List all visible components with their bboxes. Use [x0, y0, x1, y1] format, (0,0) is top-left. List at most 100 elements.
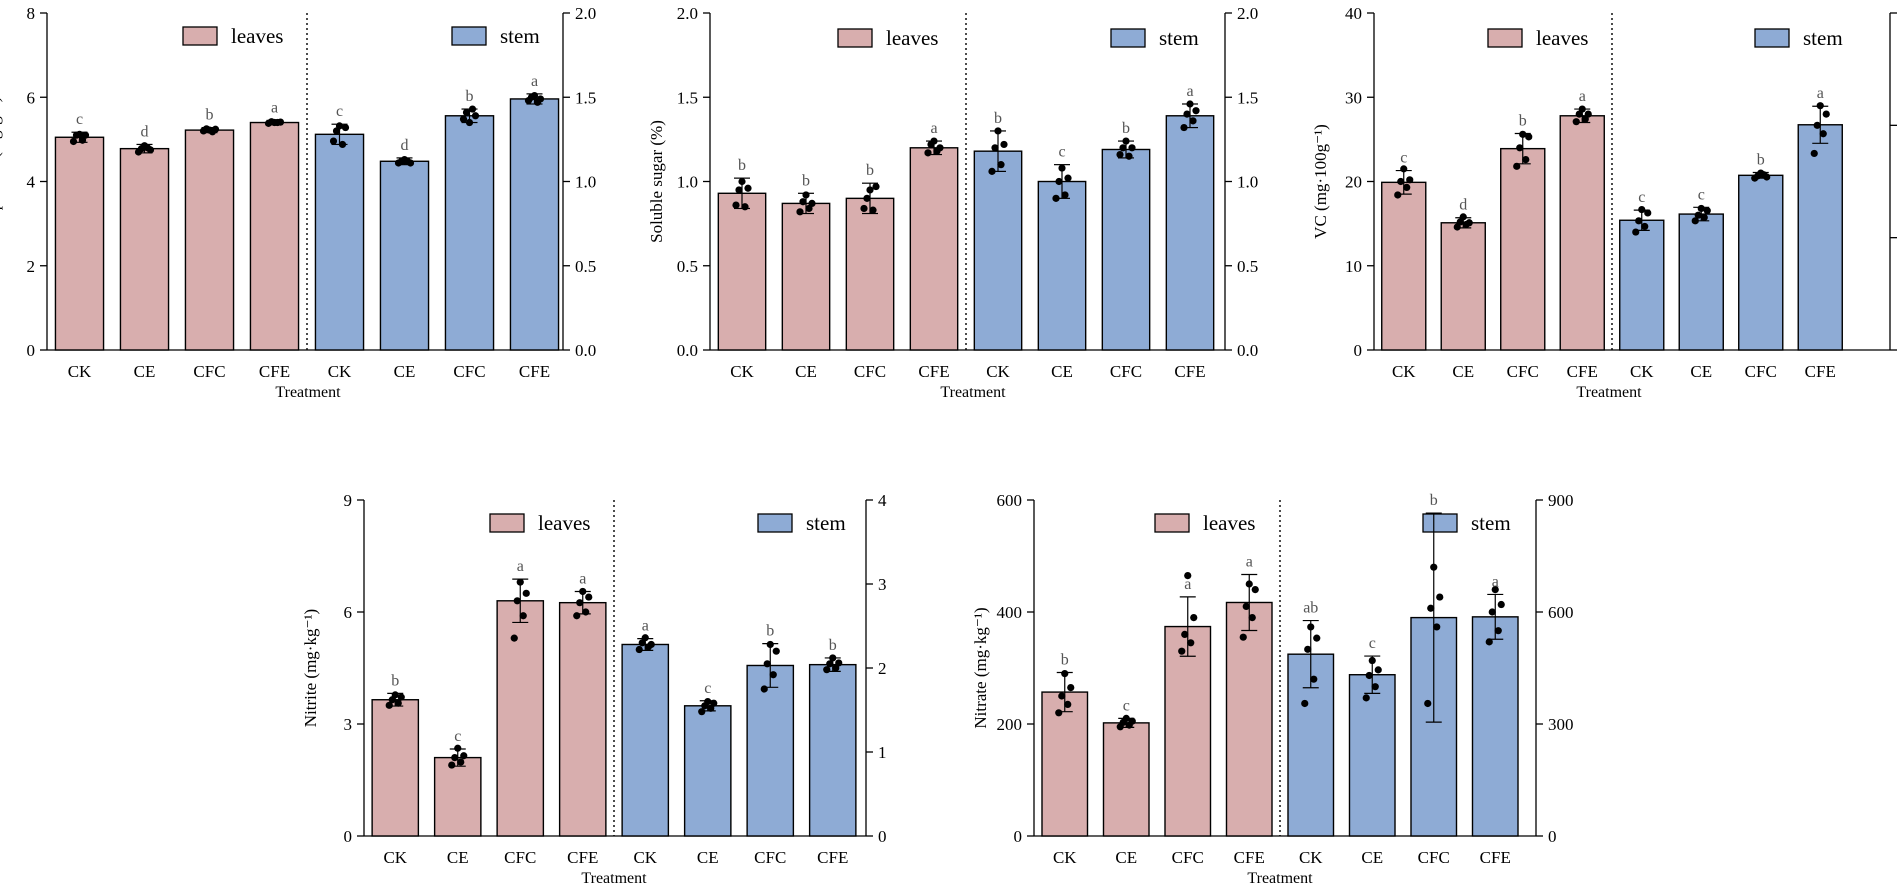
chart-panel-4: 0 3 6 9 0 1 2 3 4 Nitrite (mg·kg⁻¹) leaves stem b CK c… — [301, 491, 887, 887]
data-point — [1301, 699, 1309, 708]
category-label: CFC — [1745, 362, 1777, 381]
category-label: CFE — [519, 362, 550, 381]
data-point — [471, 112, 480, 120]
category-label: CFE — [817, 848, 848, 867]
data-point — [863, 194, 871, 202]
bar-leaves-CK — [1381, 181, 1427, 351]
right-tick-label: 2.0 — [575, 4, 596, 23]
data-point — [1061, 191, 1069, 199]
data-point — [1513, 162, 1521, 170]
bar-leaves-CFE — [909, 147, 959, 351]
category-label: CFC — [193, 362, 225, 381]
significance-letter: b — [802, 172, 810, 189]
bar-stem-CK — [314, 133, 365, 351]
data-point — [341, 123, 350, 132]
category-label: CK — [68, 362, 92, 381]
legend-label-leaves: leaves — [1203, 511, 1255, 535]
data-point — [585, 593, 593, 601]
left-tick-label: 0 — [1354, 341, 1363, 360]
bar-leaves-CFE — [1225, 601, 1273, 837]
data-point — [1061, 670, 1069, 678]
data-point — [1304, 645, 1312, 653]
left-tick-label: 9 — [344, 491, 353, 510]
data-point — [796, 208, 804, 216]
data-point — [457, 758, 465, 766]
legend-swatch-leaves — [837, 28, 873, 48]
category-label: CFC — [1418, 848, 1450, 867]
left-tick-label: 400 — [997, 603, 1023, 622]
data-point — [1488, 608, 1496, 616]
chart-panel-1: 0 2 4 6 8 0.0 0.5 1.0 1.5 2.0 Soluble protein (mg·… — [0, 4, 596, 401]
chart-panel-3: 0102030400204060VC (mg·100g⁻¹)leavesstem… — [1311, 4, 1897, 401]
left-tick-label: 0.5 — [677, 257, 698, 276]
significance-letter: c — [1400, 150, 1407, 167]
data-point — [516, 578, 524, 586]
data-point — [1122, 137, 1130, 145]
significance-letter: a — [271, 99, 278, 116]
data-point — [1632, 228, 1640, 236]
category-label: CFE — [1174, 362, 1205, 381]
data-point — [1128, 717, 1136, 725]
data-point — [738, 177, 746, 186]
left-tick-label: 0 — [344, 827, 353, 846]
data-point — [460, 752, 468, 760]
category-label: CK — [1299, 848, 1323, 867]
data-point — [1694, 211, 1702, 219]
data-point — [826, 660, 834, 668]
x-axis-title: Treatment — [1247, 870, 1313, 887]
legend-swatch-stem — [757, 513, 793, 533]
bar-leaves-CFE — [249, 121, 300, 351]
data-point — [732, 201, 740, 209]
data-point — [1644, 209, 1652, 217]
data-point — [329, 137, 338, 145]
right-tick-label: 1.5 — [575, 88, 596, 107]
significance-letter: a — [1492, 573, 1499, 590]
left-tick-label: 8 — [27, 4, 36, 23]
legend-swatch-leaves — [182, 26, 218, 46]
data-point — [1819, 130, 1827, 138]
right-tick-label: 3 — [878, 575, 887, 594]
bar-stem-CK — [973, 150, 1023, 351]
bar-leaves-CFC — [1164, 625, 1212, 837]
left-tick-label: 600 — [997, 491, 1023, 510]
data-point — [1525, 133, 1533, 141]
data-point — [1371, 683, 1379, 691]
left-tick-label: 1.5 — [677, 88, 698, 107]
data-point — [81, 131, 90, 139]
data-point — [1638, 205, 1646, 214]
category-label: CFC — [1172, 848, 1204, 867]
data-point — [769, 671, 777, 679]
data-point — [1822, 110, 1830, 118]
data-point — [276, 118, 285, 126]
y-axis-title: Soluble protein (mg·g⁻¹) — [0, 97, 3, 267]
significance-letter: c — [336, 103, 343, 120]
data-point — [1427, 604, 1435, 612]
category-label: CE — [697, 848, 719, 867]
data-point — [69, 137, 78, 146]
x-axis-title: Treatment — [275, 384, 341, 401]
right-tick-label: 0 — [1548, 827, 1557, 846]
data-point — [1397, 177, 1405, 186]
data-point — [735, 186, 743, 194]
data-point — [994, 127, 1002, 135]
right-tick-label: 2.0 — [1237, 4, 1258, 23]
data-point — [1184, 572, 1192, 580]
significance-letter: a — [1817, 85, 1824, 102]
data-point — [1180, 123, 1188, 132]
significance-letter: b — [1430, 492, 1438, 509]
data-point — [936, 144, 944, 152]
significance-letter: ab — [1303, 600, 1318, 617]
right-tick-label: 900 — [1548, 491, 1574, 510]
significance-letter: a — [531, 73, 538, 90]
right-tick-label: 0 — [878, 827, 887, 846]
bar-leaves-CFC — [845, 197, 895, 351]
bar-stem-CFE — [808, 663, 857, 837]
data-point — [1403, 183, 1411, 191]
y-axis-title: Nitrate (mg·kg⁻¹) — [971, 607, 990, 728]
data-point — [869, 206, 877, 214]
significance-letter: a — [517, 558, 524, 575]
data-point — [582, 608, 590, 616]
data-point — [394, 699, 402, 707]
category-label: CE — [1690, 362, 1712, 381]
